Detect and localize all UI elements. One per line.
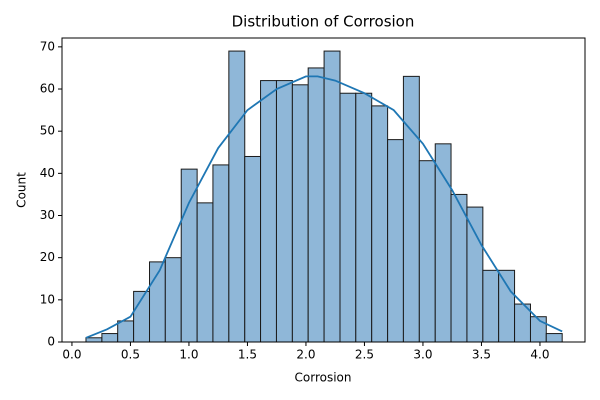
x-tick-label: 2.0 — [296, 348, 315, 362]
bar — [180, 168, 198, 343]
bar — [85, 337, 103, 343]
plot-frame — [61, 37, 586, 343]
y-tick-label: 0 — [47, 335, 55, 349]
y-tick-label: 10 — [40, 292, 55, 306]
x-tick-label: 0.5 — [121, 348, 140, 362]
bar — [117, 320, 135, 343]
bar — [244, 155, 262, 343]
bar — [291, 84, 309, 343]
bar — [164, 257, 182, 343]
y-tick-label: 20 — [40, 250, 55, 264]
x-tick-label: 3.5 — [472, 348, 491, 362]
x-tick-label: 1.5 — [238, 348, 257, 362]
bar — [482, 269, 500, 343]
x-tick-label: 0.0 — [62, 348, 81, 362]
bar — [402, 75, 420, 343]
bar — [101, 333, 119, 343]
bar — [418, 160, 436, 343]
x-axis-label: Corrosion — [295, 371, 352, 385]
y-tick-label: 60 — [40, 82, 55, 96]
bar — [498, 269, 516, 343]
bar — [228, 50, 246, 343]
y-tick-label: 30 — [40, 208, 55, 222]
y-tick-label: 50 — [40, 124, 55, 138]
bar — [260, 80, 277, 343]
bar — [466, 206, 484, 343]
x-tick-label: 1.0 — [179, 348, 198, 362]
y-tick-label: 70 — [40, 39, 55, 53]
y-tick-label: 40 — [40, 166, 55, 180]
bar — [275, 80, 293, 343]
bar — [196, 202, 214, 343]
bar — [323, 50, 341, 343]
x-tick-label: 2.5 — [355, 348, 374, 362]
bar — [434, 143, 452, 343]
bar — [371, 105, 389, 343]
chart-title: Distribution of Corrosion — [232, 13, 415, 31]
bar — [387, 139, 404, 343]
bar — [307, 67, 325, 343]
bar — [545, 333, 563, 343]
bar — [339, 92, 357, 343]
x-tick-label: 4.0 — [530, 348, 549, 362]
y-axis-label: Count — [15, 172, 29, 208]
x-tick-label: 3.0 — [413, 348, 432, 362]
bar — [355, 92, 373, 343]
bar — [212, 164, 230, 343]
kde-line — [85, 75, 563, 339]
bar — [450, 193, 468, 343]
